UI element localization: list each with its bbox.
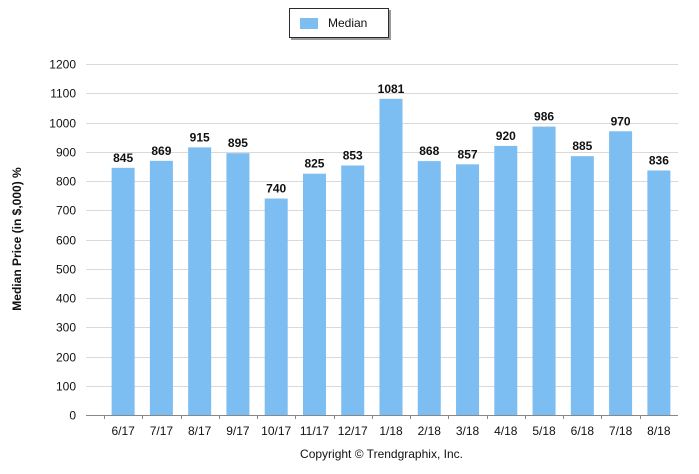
x-tick-label: 6/18 — [571, 424, 595, 438]
data-label: 915 — [190, 130, 210, 144]
y-tick-label: 500 — [56, 263, 76, 277]
bar-6-18 — [570, 156, 594, 415]
y-axis: 0 100 200 300 400 500 600 700 800 900 1000 1100 1200 — [49, 58, 76, 423]
x-tick-label: 3/18 — [456, 424, 480, 438]
bar-9-17 — [226, 153, 250, 415]
x-tick-label: 12/17 — [338, 424, 368, 438]
bar-11-17 — [302, 173, 326, 415]
bar-4-18 — [494, 145, 518, 415]
y-tick-label: 1100 — [50, 87, 76, 101]
legend: Median — [289, 8, 389, 38]
bar-3-18 — [456, 164, 480, 415]
data-label: 895 — [228, 136, 248, 150]
x-tick-label: 2/18 — [418, 424, 442, 438]
x-axis: 6/17 7/17 8/17 9/17 10/17 11/17 12/17 1/18 2/18 3… — [86, 415, 678, 438]
x-tick-label: 4/18 — [494, 424, 518, 438]
y-tick-label: 900 — [56, 146, 76, 160]
data-label: 869 — [151, 144, 171, 158]
y-axis-title: Median Price (in $,000) % — [10, 167, 24, 311]
x-tick-label: 7/17 — [150, 424, 174, 438]
bar-10-17 — [264, 198, 288, 415]
data-label: 868 — [419, 144, 439, 158]
y-tick-label: 600 — [56, 234, 76, 248]
y-tick-label: 700 — [56, 204, 76, 218]
x-tick-label: 8/17 — [188, 424, 212, 438]
x-tick-label: 1/18 — [379, 424, 403, 438]
y-tick-label: 800 — [56, 175, 76, 189]
data-label: 853 — [343, 148, 363, 162]
y-tick-label: 0 — [69, 409, 76, 423]
bar-8-17 — [188, 147, 212, 416]
bar-2-18 — [417, 161, 441, 415]
bars — [111, 98, 671, 416]
data-label: 825 — [304, 157, 324, 171]
y-tick-label: 1000 — [49, 117, 76, 131]
y-tick-label: 400 — [56, 292, 76, 306]
data-labels: 845 869 915 895 740 825 853 1081 868 857 920 986 885… — [113, 82, 669, 196]
bar-6-17 — [111, 167, 135, 415]
x-tick-label: 5/18 — [532, 424, 556, 438]
data-label: 970 — [611, 114, 631, 128]
data-label: 986 — [534, 110, 554, 124]
x-tick-label: 9/17 — [226, 424, 250, 438]
data-label: 857 — [458, 147, 478, 161]
data-label: 845 — [113, 151, 133, 165]
bar-12-17 — [341, 165, 365, 415]
bar-8-18 — [647, 170, 671, 415]
y-tick-label: 200 — [56, 351, 76, 365]
bar-7-17 — [149, 160, 173, 415]
legend-label-median: Median — [328, 16, 368, 30]
x-tick-label: 11/17 — [300, 424, 329, 438]
bar-5-18 — [532, 126, 556, 415]
data-label: 920 — [496, 129, 516, 143]
x-tick-label: 7/18 — [609, 424, 633, 438]
bar-7-18 — [609, 131, 633, 415]
x-tick-label: 6/17 — [111, 424, 135, 438]
data-label: 885 — [572, 139, 592, 153]
y-tick-label: 1200 — [49, 58, 76, 72]
y-tick-label: 100 — [56, 380, 76, 394]
bar-1-18 — [379, 98, 403, 416]
data-label: 740 — [266, 182, 286, 196]
data-label: 1081 — [378, 82, 405, 96]
legend-swatch-median — [300, 18, 318, 29]
data-label: 836 — [649, 153, 669, 167]
x-tick-label: 8/18 — [647, 424, 671, 438]
copyright-footer: Copyright © Trendgraphix, Inc. — [300, 447, 463, 461]
y-tick-label: 300 — [56, 321, 76, 335]
x-tick-label: 10/17 — [261, 424, 291, 438]
